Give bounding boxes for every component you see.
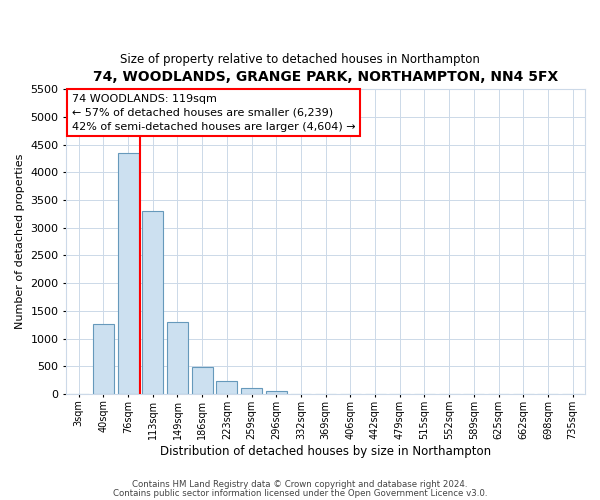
Bar (241, 388, 262, 394)
Bar (93, 324, 114, 394)
Text: Size of property relative to detached houses in Northampton: Size of property relative to detached ho… (120, 52, 480, 66)
Bar (217, 380, 238, 394)
Title: 74, WOODLANDS, GRANGE PARK, NORTHAMPTON, NN4 5FX: 74, WOODLANDS, GRANGE PARK, NORTHAMPTON,… (93, 70, 558, 84)
Bar (167, 322, 188, 394)
X-axis label: Distribution of detached houses by size in Northampton: Distribution of detached houses by size … (160, 444, 491, 458)
Text: 74 WOODLANDS: 119sqm
← 57% of detached houses are smaller (6,239)
42% of semi-de: 74 WOODLANDS: 119sqm ← 57% of detached h… (71, 94, 355, 132)
Text: Contains HM Land Registry data © Crown copyright and database right 2024.: Contains HM Land Registry data © Crown c… (132, 480, 468, 489)
Bar (118, 153, 139, 394)
Bar (191, 368, 212, 394)
Bar (142, 211, 163, 394)
Y-axis label: Number of detached properties: Number of detached properties (15, 154, 25, 330)
Bar (266, 390, 287, 394)
Text: Contains public sector information licensed under the Open Government Licence v3: Contains public sector information licen… (113, 488, 487, 498)
